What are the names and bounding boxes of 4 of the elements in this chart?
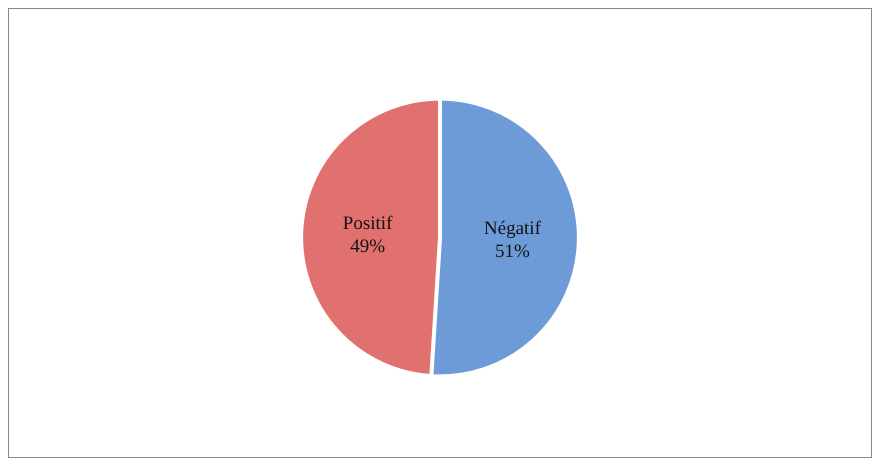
slice-label: Positif xyxy=(342,213,394,234)
data-label: 51% xyxy=(494,240,530,262)
data-label: 49% xyxy=(350,236,386,258)
slice-label: Négatif xyxy=(484,218,542,239)
